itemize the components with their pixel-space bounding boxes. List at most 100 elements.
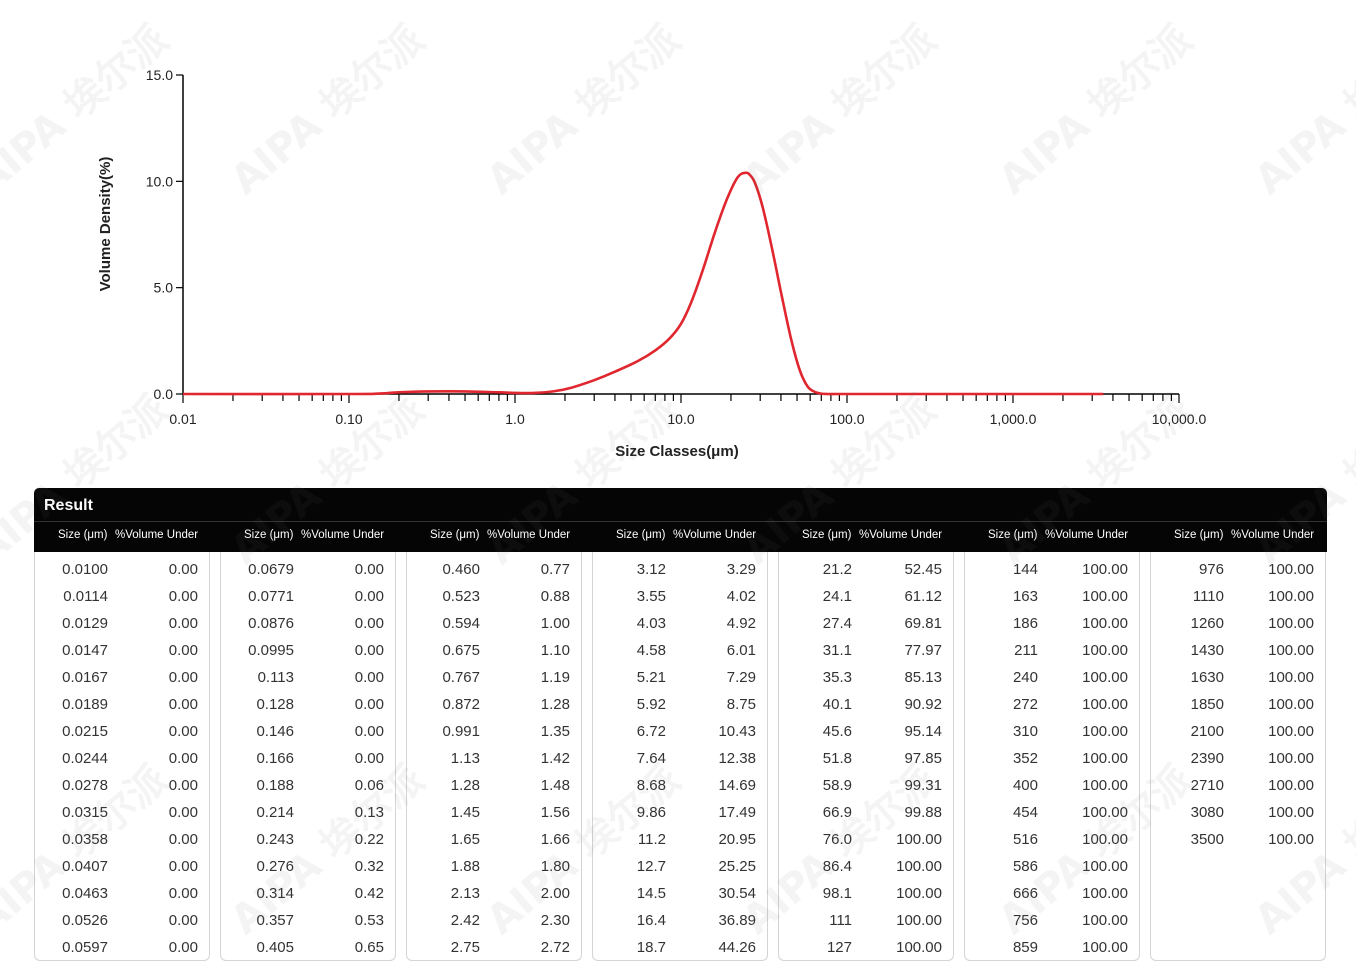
volume-cell: 99.88 [904,804,942,821]
volume-cell: 100.00 [1268,750,1314,767]
volume-cell: 100.00 [1082,939,1128,956]
volume-cell: 100.00 [896,939,942,956]
volume-column-header: %Volume Under [301,529,385,541]
size-cell: 1.13 [450,750,480,767]
volume-cell: 1.19 [540,669,570,686]
size-cell: 0.357 [256,912,294,929]
x-tick-label: 100.0 [829,411,864,427]
size-cell: 21.2 [822,561,852,578]
volume-cell: 100.00 [1268,831,1314,848]
size-column-header: Size (μm) [430,529,480,541]
size-cell: 0.166 [256,750,294,767]
size-cell: 1630 [1190,669,1224,686]
volume-cell: 100.00 [1082,858,1128,875]
size-cell: 0.405 [256,939,294,956]
size-cell: 516 [1012,831,1038,848]
size-cell: 0.314 [256,885,294,902]
size-cell: 1.65 [450,831,480,848]
volume-cell: 100.00 [1268,723,1314,740]
size-cell: 0.0100 [62,561,108,578]
volume-column-header: %Volume Under [673,529,757,541]
size-cell: 0.0358 [62,831,108,848]
volume-cell: 0.00 [168,939,198,956]
volume-cell: 4.92 [726,615,756,632]
size-cell: 3.12 [636,561,666,578]
size-cell: 272 [1012,696,1038,713]
size-cell: 0.146 [256,723,294,740]
y-tick-label: 10.0 [146,173,173,189]
volume-cell: 0.00 [168,885,198,902]
size-column-header: Size (μm) [1174,529,1224,541]
volume-cell: 3.29 [726,561,756,578]
size-cell: 3500 [1190,831,1224,848]
size-cell: 0.0189 [62,696,108,713]
size-cell: 7.64 [636,750,666,767]
size-column-header: Size (μm) [244,529,294,541]
volume-cell: 0.00 [354,696,384,713]
size-cell: 14.5 [636,885,666,902]
size-cell: 24.1 [822,588,852,605]
size-cell: 0.128 [256,696,294,713]
size-cell: 1260 [1190,615,1224,632]
volume-cell: 100.00 [1082,804,1128,821]
volume-cell: 100.00 [1082,723,1128,740]
volume-cell: 100.00 [1082,750,1128,767]
volume-cell: 100.00 [1082,615,1128,632]
size-cell: 8.68 [636,777,666,794]
size-cell: 18.7 [636,939,666,956]
size-cell: 2.75 [450,939,480,956]
x-tick-label: 10.0 [667,411,694,427]
volume-density-chart: 0.0 5.0 10.0 15.0 0.01 0.10 1.0 10.0 100.0 1,000.… [97,67,1206,460]
volume-cell: 95.14 [904,723,942,740]
volume-cell: 0.00 [168,588,198,605]
size-cell: 163 [1012,588,1038,605]
volume-cell: 97.85 [904,750,942,767]
size-cell: 0.767 [442,669,480,686]
size-cell: 9.86 [636,804,666,821]
volume-cell: 100.00 [1268,777,1314,794]
size-cell: 2.42 [450,912,480,929]
size-cell: 1.45 [450,804,480,821]
volume-cell: 30.54 [718,885,756,902]
volume-cell: 100.00 [1082,561,1128,578]
volume-cell: 100.00 [1082,642,1128,659]
volume-cell: 14.69 [718,777,756,794]
volume-cell: 4.02 [726,588,756,605]
volume-cell: 0.00 [168,615,198,632]
volume-cell: 1.00 [540,615,570,632]
size-cell: 859 [1012,939,1038,956]
size-cell: 666 [1012,885,1038,902]
size-cell: 2.13 [450,885,480,902]
size-cell: 3.55 [636,588,666,605]
size-cell: 0.0129 [62,615,108,632]
size-cell: 240 [1012,669,1038,686]
volume-cell: 0.00 [168,777,198,794]
size-cell: 0.0215 [62,723,108,740]
volume-cell: 2.00 [540,885,570,902]
size-cell: 0.276 [256,858,294,875]
volume-cell: 0.13 [354,804,384,821]
size-cell: 1.88 [450,858,480,875]
size-cell: 2390 [1190,750,1224,767]
volume-cell: 0.00 [168,561,198,578]
volume-cell: 0.00 [168,642,198,659]
size-cell: 0.0463 [62,885,108,902]
size-cell: 11.2 [637,831,666,848]
size-cell: 16.4 [636,912,666,929]
volume-cell: 100.00 [1082,696,1128,713]
size-cell: 45.6 [822,723,852,740]
volume-cell: 1.66 [540,831,570,848]
size-cell: 12.7 [636,858,666,875]
volume-cell: 77.97 [904,642,942,659]
volume-cell: 25.25 [718,858,756,875]
volume-cell: 0.00 [168,858,198,875]
volume-column-header: %Volume Under [859,529,943,541]
size-column-header: Size (μm) [988,529,1038,541]
volume-cell: 0.00 [354,642,384,659]
volume-cell: 17.49 [718,804,756,821]
size-cell: 144 [1012,561,1038,578]
size-cell: 0.0771 [248,588,294,605]
size-cell: 4.58 [636,642,666,659]
size-cell: 5.92 [636,696,666,713]
volume-cell: 0.00 [168,669,198,686]
